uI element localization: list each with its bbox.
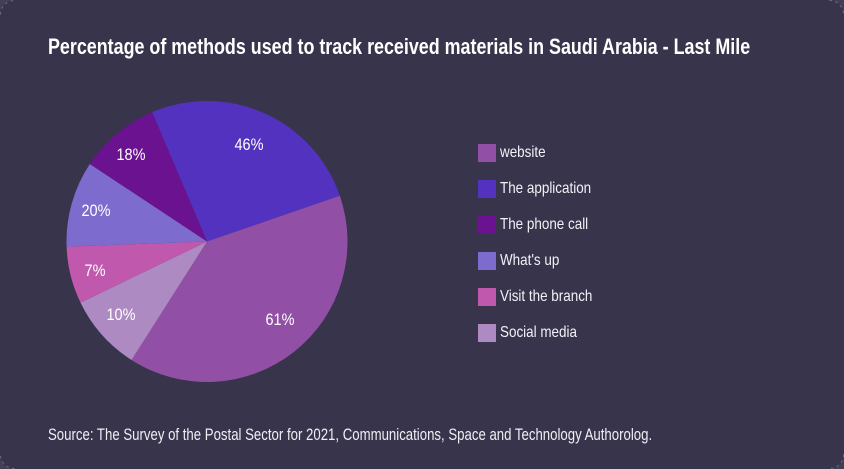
svg-text:20%: 20% bbox=[82, 201, 111, 220]
svg-text:7%: 7% bbox=[85, 261, 106, 280]
svg-text:61%: 61% bbox=[266, 310, 295, 329]
svg-text:10%: 10% bbox=[107, 305, 136, 324]
svg-text:46%: 46% bbox=[235, 135, 264, 154]
svg-text:18%: 18% bbox=[117, 145, 146, 164]
